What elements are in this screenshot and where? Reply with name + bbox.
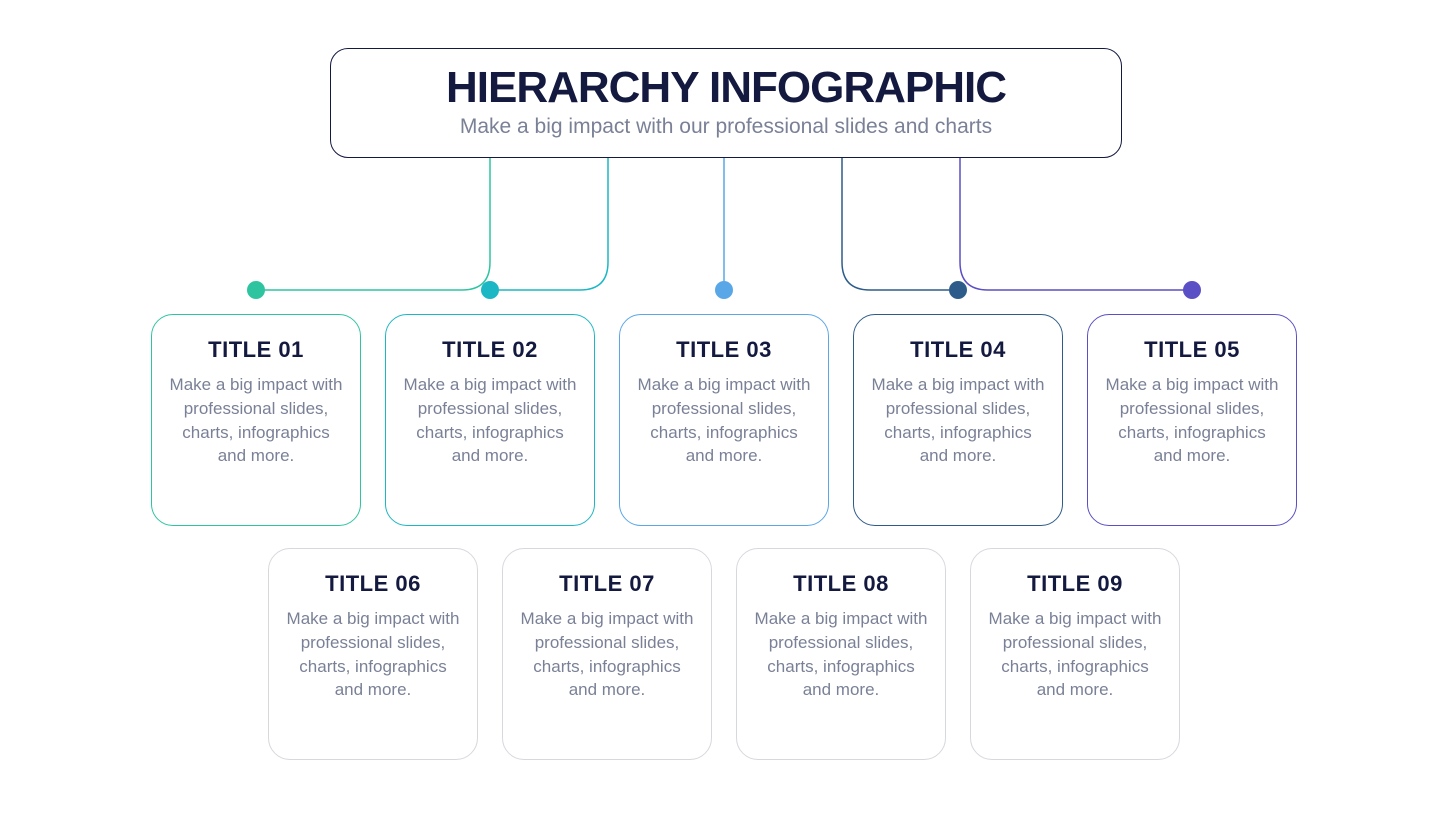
row1-card-3: TITLE 03 Make a big impact with professio…	[619, 314, 829, 526]
row2-card-3: TITLE 08 Make a big impact with professio…	[736, 548, 946, 760]
card-desc: Make a big impact with professional slid…	[1102, 373, 1282, 468]
header-box: HIERARCHY INFOGRAPHIC Make a big impact …	[330, 48, 1122, 158]
card-title: TITLE 01	[166, 337, 346, 363]
connector-dot-5	[1183, 281, 1201, 299]
connector-5	[960, 158, 1192, 290]
row1-card-5: TITLE 05 Make a big impact with professio…	[1087, 314, 1297, 526]
connector-dot-2	[481, 281, 499, 299]
card-desc: Make a big impact with professional slid…	[985, 607, 1165, 702]
card-desc: Make a big impact with professional slid…	[517, 607, 697, 702]
card-desc: Make a big impact with professional slid…	[283, 607, 463, 702]
connector-1	[256, 158, 490, 290]
row2-card-1: TITLE 06 Make a big impact with professio…	[268, 548, 478, 760]
card-desc: Make a big impact with professional slid…	[751, 607, 931, 702]
card-desc: Make a big impact with professional slid…	[634, 373, 814, 468]
connector-4	[842, 158, 958, 290]
connector-dot-4	[949, 281, 967, 299]
main-title: HIERARCHY INFOGRAPHIC	[351, 63, 1101, 113]
card-title: TITLE 08	[751, 571, 931, 597]
row2-card-4: TITLE 09 Make a big impact with professio…	[970, 548, 1180, 760]
connector-dot-1	[247, 281, 265, 299]
card-desc: Make a big impact with professional slid…	[400, 373, 580, 468]
row1-card-2: TITLE 02 Make a big impact with professio…	[385, 314, 595, 526]
connector-dot-3	[715, 281, 733, 299]
card-title: TITLE 04	[868, 337, 1048, 363]
card-title: TITLE 09	[985, 571, 1165, 597]
card-title: TITLE 06	[283, 571, 463, 597]
card-title: TITLE 03	[634, 337, 814, 363]
card-title: TITLE 07	[517, 571, 697, 597]
row1-card-4: TITLE 04 Make a big impact with professio…	[853, 314, 1063, 526]
connector-2	[490, 158, 608, 290]
card-desc: Make a big impact with professional slid…	[868, 373, 1048, 468]
row1-card-1: TITLE 01 Make a big impact with professio…	[151, 314, 361, 526]
card-title: TITLE 02	[400, 337, 580, 363]
card-desc: Make a big impact with professional slid…	[166, 373, 346, 468]
row2-card-2: TITLE 07 Make a big impact with professio…	[502, 548, 712, 760]
subtitle: Make a big impact with our professional …	[351, 115, 1101, 139]
card-title: TITLE 05	[1102, 337, 1282, 363]
